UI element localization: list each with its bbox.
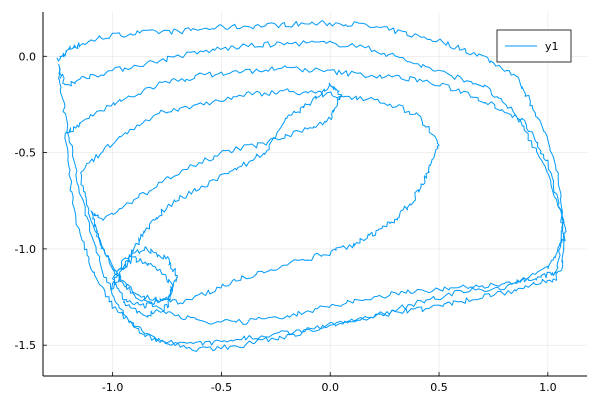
x-tick-label: 1.0 (539, 381, 557, 394)
x-tick-label: -1.0 (102, 381, 123, 394)
legend: y1 (496, 29, 572, 63)
series-line-y1 (56, 20, 567, 352)
y-tick-label: -1.0 (15, 243, 36, 256)
grid (43, 12, 587, 376)
y-tick-label: 0.0 (19, 50, 37, 63)
y-tick-label: -1.5 (15, 339, 36, 352)
y-ticks: 0.0 -0.5 -1.0 -1.5 (15, 50, 47, 352)
axes (42, 12, 587, 377)
x-tick-label: 0.5 (430, 381, 448, 394)
x-tick-label: -0.5 (211, 381, 232, 394)
y-tick-label: -0.5 (15, 147, 36, 160)
x-tick-label: 0.0 (321, 381, 339, 394)
legend-label-y1: y1 (545, 40, 559, 53)
x-ticks: -1.0 -0.5 0.0 0.5 1.0 (102, 372, 557, 394)
series-layer (56, 20, 567, 352)
